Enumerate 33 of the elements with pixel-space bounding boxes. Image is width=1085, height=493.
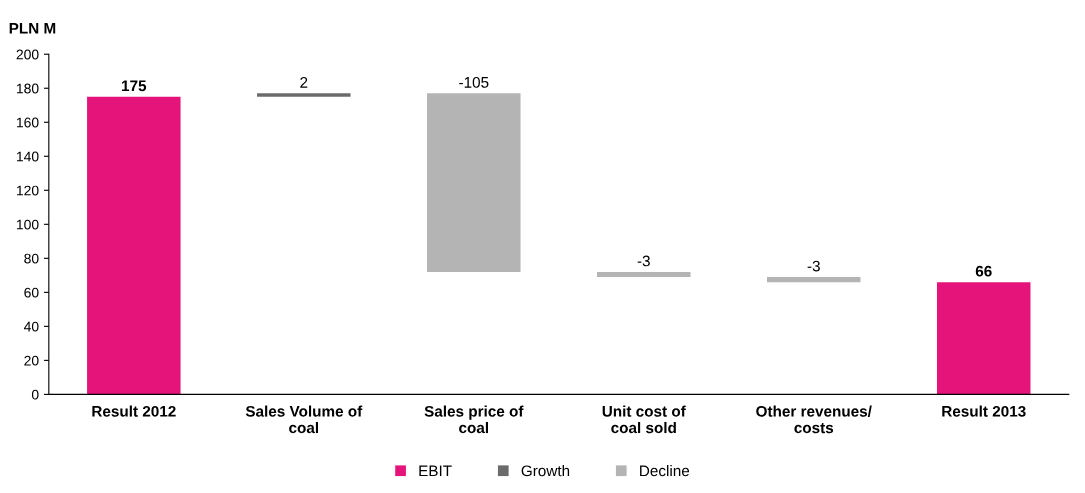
y-tick-label: 40	[23, 321, 39, 332]
y-tick-label: 160	[16, 117, 39, 128]
bar	[427, 93, 521, 272]
data-label: -105	[459, 76, 489, 88]
x-tick-label: Unit cost of coal sold	[602, 405, 686, 434]
data-label: 66	[975, 265, 992, 277]
data-label: 175	[122, 80, 147, 92]
data-label: -3	[637, 255, 650, 267]
x-tick-label: Other revenues/ costs	[756, 405, 872, 434]
y-tick-label: 0	[31, 389, 39, 400]
y-tick-label: 80	[24, 253, 39, 264]
legend-label: Decline	[640, 465, 690, 477]
x-tick-label: Sales Volume of coal	[245, 405, 363, 434]
y-tick-label: 140	[16, 151, 39, 162]
x-tick-label: Result 2012	[92, 405, 176, 417]
y-tick-label: 120	[16, 185, 39, 196]
y-tick-label: 180	[16, 83, 39, 94]
x-tick-label: Sales price of coal	[424, 405, 524, 434]
bar	[87, 96, 181, 395]
y-tick-label: 60	[24, 287, 39, 298]
y-tick-label: 100	[16, 219, 39, 230]
bar	[767, 277, 861, 283]
data-label: 2	[300, 76, 308, 88]
x-tick-label: Result 2013	[942, 405, 1026, 417]
legend-label: Growth	[521, 465, 570, 477]
y-tick-label: 200	[16, 49, 39, 60]
y-tick-label: 20	[24, 355, 39, 366]
bar	[936, 282, 1031, 395]
y-axis-title: PLN M	[9, 23, 56, 34]
bar	[257, 93, 351, 97]
legend-label: EBIT	[419, 465, 452, 477]
bar	[597, 271, 691, 278]
data-label: -3	[807, 260, 820, 272]
